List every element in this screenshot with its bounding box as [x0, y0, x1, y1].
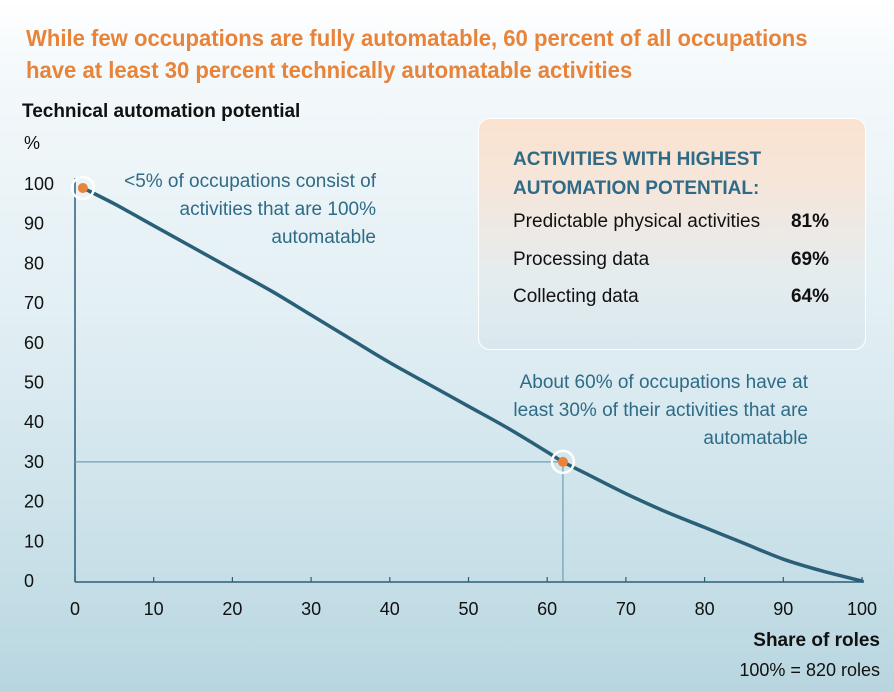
highlight-ring [550, 449, 576, 475]
y-tick-label: 10 [24, 531, 44, 551]
y-tick-label: 60 [24, 333, 44, 353]
x-tick-label: 10 [144, 599, 164, 619]
chart-title: While few occupations are fully automata… [26, 25, 808, 83]
x-tick-label: 50 [458, 599, 478, 619]
x-tick-label: 70 [616, 599, 636, 619]
annotation-top: <5% of occupations consist of activities… [124, 171, 376, 248]
panel-row-value: 64% [790, 286, 829, 307]
x-tick-label: 90 [773, 599, 793, 619]
panel-title: ACTIVITIES WITH HIGHEST AUTOMATION POTEN… [513, 149, 762, 199]
x-tick-label: 0 [70, 599, 80, 619]
x-axis-label: Share of roles [753, 630, 880, 651]
highlight-ring [70, 175, 96, 201]
x-tick-label: 60 [537, 599, 557, 619]
panel-row: Processing data 69% [513, 249, 829, 275]
y-tick-label: 100 [24, 174, 54, 194]
panel-row-value: 69% [790, 249, 829, 270]
highlight-point [77, 182, 88, 193]
y-tick-label: 80 [24, 253, 44, 273]
panel-row: Predictable physical activities 81% [513, 211, 829, 237]
panel-row-value: 81% [790, 211, 829, 232]
x-axis-note: 100% = 820 roles [739, 660, 880, 680]
automation-activities-panel: ACTIVITIES WITH HIGHEST AUTOMATION POTEN… [478, 118, 866, 350]
panel-row: Collecting data 64% [513, 286, 829, 312]
y-tick-label: 50 [24, 373, 44, 393]
y-tick-label: 20 [24, 492, 44, 512]
x-tick-label: 40 [380, 599, 400, 619]
y-tick-label: 70 [24, 293, 44, 313]
y-axis-label: Technical automation potential [22, 101, 301, 122]
panel-row-label: Processing data [513, 249, 650, 270]
panel-row-label: Predictable physical activities [513, 211, 761, 232]
y-axis-unit: % [24, 133, 41, 153]
y-tick-label: 0 [24, 571, 34, 591]
x-tick-label: 100 [847, 599, 877, 619]
x-tick-label: 20 [222, 599, 242, 619]
x-tick-label: 30 [301, 599, 321, 619]
y-tick-label: 40 [24, 412, 44, 432]
annotation-mid: About 60% of occupations have at least 3… [513, 372, 808, 449]
series-line [81, 186, 864, 583]
y-tick-label: 90 [24, 214, 44, 234]
y-tick-label: 30 [24, 452, 44, 472]
panel-row-label: Collecting data [513, 286, 639, 307]
highlight-point [557, 456, 568, 467]
x-tick-label: 80 [695, 599, 715, 619]
